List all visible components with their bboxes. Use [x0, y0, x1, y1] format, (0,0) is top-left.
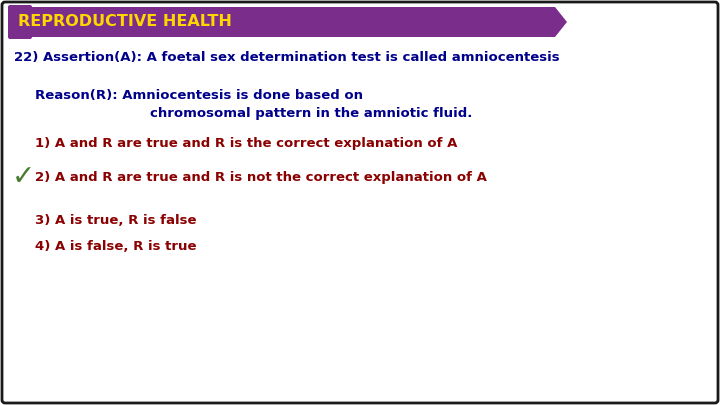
Text: 3) A is true, R is false: 3) A is true, R is false: [35, 213, 197, 226]
Polygon shape: [10, 7, 567, 37]
Text: 4) A is false, R is true: 4) A is false, R is true: [35, 241, 197, 254]
Text: 22) Assertion(A): A foetal sex determination test is called amniocentesis: 22) Assertion(A): A foetal sex determina…: [14, 51, 559, 64]
Text: REPRODUCTIVE HEALTH: REPRODUCTIVE HEALTH: [18, 15, 232, 30]
Text: ✓: ✓: [12, 163, 35, 191]
Text: 2) A and R are true and R is not the correct explanation of A: 2) A and R are true and R is not the cor…: [35, 171, 487, 183]
Text: 1) A and R are true and R is the correct explanation of A: 1) A and R are true and R is the correct…: [35, 136, 457, 149]
Text: chromosomal pattern in the amniotic fluid.: chromosomal pattern in the amniotic flui…: [150, 107, 472, 119]
FancyBboxPatch shape: [8, 5, 32, 39]
Text: Reason(R): Amniocentesis is done based on: Reason(R): Amniocentesis is done based o…: [35, 89, 363, 102]
